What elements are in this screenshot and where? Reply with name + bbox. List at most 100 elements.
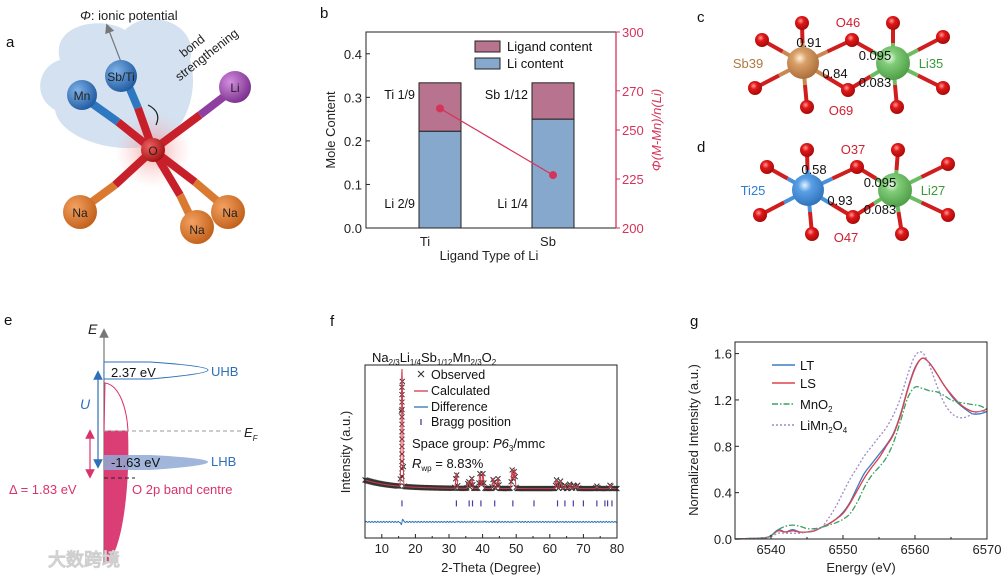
legend-label-ls: LS	[800, 376, 816, 391]
atom-na-left: Na	[63, 195, 97, 229]
bond-order-m-bottom: 0.93	[827, 193, 852, 208]
atom-o: O	[141, 138, 165, 162]
chart-b: Li 2/9 Ti 1/9 Ti Li 1/4 Sb 1/12 Sb 0.0 0.1 0.2 0.…	[344, 25, 644, 249]
observed-point	[399, 414, 405, 420]
series-line-limn	[734, 351, 988, 540]
panel-label-a: a	[6, 34, 15, 51]
series-line-ls	[734, 357, 988, 540]
observed-point	[399, 421, 405, 428]
legend-observed: Observed	[431, 368, 485, 382]
oxygen-atom	[755, 33, 769, 47]
oxygen-atom	[895, 227, 909, 241]
panel-label-f: f	[330, 313, 335, 330]
phi-line	[439, 107, 554, 176]
series-line-lt	[734, 357, 988, 540]
x-tick-label: 30	[442, 541, 456, 556]
bar-label-ligand: Sb 1/12	[485, 88, 528, 102]
phi-point-ti	[436, 104, 444, 113]
x-tick-label: 6540	[757, 542, 786, 557]
x-tick-label: 6560	[901, 542, 930, 557]
f-legend: Observed Calculated Difference Bragg pos…	[414, 368, 511, 429]
oxygen-atom	[936, 81, 950, 95]
legend-swatch-li	[474, 57, 501, 70]
center-atom	[792, 174, 824, 206]
li-atom	[876, 46, 910, 80]
o-bottom-label: O69	[829, 103, 854, 118]
oxygen-atom	[795, 16, 809, 30]
svg-text:Na: Na	[72, 206, 88, 220]
phi-point-sb	[549, 171, 557, 180]
li-atom-label: Li35	[919, 56, 944, 71]
series-line-mno	[734, 385, 988, 540]
bond-order-m-top: 0.58	[801, 162, 826, 177]
bond-angle-arc	[147, 104, 159, 126]
f-rwp: Rwp = 8.83%	[412, 456, 484, 473]
difference-line	[364, 518, 618, 526]
panel-f: f 10 20 30 40 50 60 70 80 Na2/3Li1/4Sb1/12Mn2/3…	[330, 313, 624, 575]
ionic-potential-label: Φ: ionic potential	[80, 8, 178, 23]
oxygen-atom	[800, 100, 814, 114]
center-atom	[787, 47, 819, 79]
panel-label-g: g	[690, 313, 698, 330]
chart-g: 0.0 0.4 0.8 1.2 1.6 6540 6550 6560 6570 LT LS MnO2 L…	[714, 341, 1002, 557]
y-tick-label: 0.8	[714, 439, 732, 454]
y2-tick-label: 270	[622, 84, 644, 99]
svg-text:Sb/Ti: Sb/Ti	[107, 70, 135, 84]
legend-label-mno: MnO2	[800, 397, 833, 414]
y2-tick-label: 225	[622, 172, 644, 187]
x-tick-label: 6570	[973, 542, 1002, 557]
o2p-band-outline	[103, 382, 129, 432]
x-tick-label: 6550	[829, 542, 858, 557]
oxygen-atom	[890, 100, 904, 114]
atom-li: Li	[219, 71, 251, 103]
svg-text:Mn: Mn	[74, 89, 91, 103]
li-atom	[878, 173, 912, 207]
panel-b: b Li 2/9 Ti 1/9 Ti Li 1/4 Sb 1/12 Sb 0.0 0.1 0.2…	[320, 5, 664, 263]
chart-f: 10 20 30 40 50 60 70 80	[362, 364, 624, 556]
x-tick-label: 40	[475, 541, 489, 556]
x-tick-label: Sb	[540, 234, 556, 249]
oxygen-atom	[800, 143, 814, 157]
y-tick-label: 0.2	[344, 134, 362, 149]
svg-text:Na: Na	[222, 206, 238, 220]
oxygen-atom	[841, 83, 855, 97]
bond-order-li-top: 0.095	[859, 48, 892, 63]
oxygen-atom	[753, 208, 767, 222]
observed-point	[399, 451, 405, 457]
panel-d: d Ti25 Li27 O37 O47 0.58 0.93 0.095 0.083	[697, 139, 955, 245]
legend-difference: Difference	[431, 400, 488, 414]
y-tick-label: 1.2	[714, 393, 732, 408]
oxygen-atom	[850, 160, 864, 174]
svg-text:Li: Li	[230, 81, 239, 95]
y-tick-label: 0.4	[344, 47, 362, 62]
b-y-axis-title: Mole Content	[323, 91, 338, 169]
energy-axis-label: E	[88, 321, 98, 337]
y-tick-label: 0.4	[714, 486, 732, 501]
uhb-label: UHB	[211, 364, 238, 379]
x-tick-label: 80	[610, 541, 624, 556]
b-y2-axis-title: Φ(M-Mn)/n(Li)	[649, 89, 664, 171]
oxygen-atom	[936, 30, 950, 44]
y2-tick-label: 300	[622, 25, 644, 40]
oxygen-atom	[760, 160, 774, 174]
f-x-axis-title: 2-Theta (Degree)	[441, 560, 541, 575]
lhb-value: -1.63 eV	[111, 455, 160, 470]
lhb-label: LHB	[211, 454, 236, 469]
y-tick-label: 0.3	[344, 90, 362, 105]
atom-mn: Mn	[67, 80, 97, 110]
bar-label-ligand: Ti 1/9	[384, 88, 415, 102]
y-tick-label: 0.0	[344, 221, 362, 236]
legend-calculated: Calculated	[431, 384, 490, 398]
oxygen-atom	[845, 33, 859, 47]
oxygen-atom	[805, 227, 819, 241]
x-tick-label: 50	[509, 541, 523, 556]
svg-text:Na: Na	[189, 223, 205, 237]
panel-g: g 0.0 0.4 0.8 1.2 1.6 6540 6550 6560 6570 LT LS MnO…	[686, 313, 1001, 575]
atom-sb-ti: Sb/Ti	[105, 60, 137, 92]
bar-label-li: Li 2/9	[384, 197, 415, 211]
panel-label-d: d	[697, 139, 705, 156]
bond-order-m-bottom: 0.84	[822, 66, 847, 81]
bar-sb-ligand-content	[531, 82, 575, 120]
calculated-line	[364, 368, 617, 490]
li-atom-label: Li27	[921, 183, 946, 198]
